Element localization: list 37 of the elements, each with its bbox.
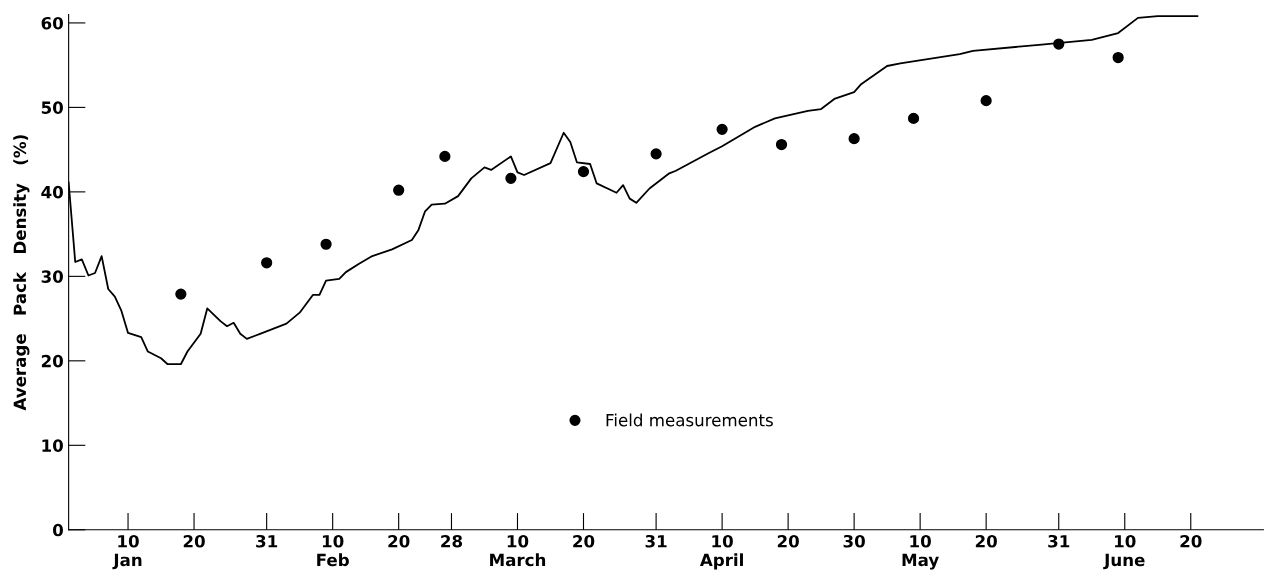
- x-tick-label: 10 Feb: [317, 534, 349, 567]
- x-tick-label: 28: [441, 534, 463, 548]
- x-tick-label: 30: [843, 534, 865, 548]
- point: [1053, 38, 1065, 50]
- x-tick-label: 10 May: [902, 534, 939, 570]
- x-tick-label: 20: [388, 534, 410, 548]
- point: [848, 133, 860, 145]
- x-tick-label: 20: [183, 534, 205, 548]
- y-tick-label: 60: [41, 16, 63, 30]
- point: [261, 257, 273, 269]
- y-tick-label: 20: [41, 354, 63, 368]
- x-tick-label: 10 June: [1103, 534, 1145, 570]
- point: [1112, 51, 1124, 64]
- point: [907, 112, 920, 124]
- x-tick-label: 20: [777, 534, 799, 548]
- x-tick-label: 31: [256, 534, 278, 548]
- x-tick-label: 31: [1048, 534, 1070, 548]
- x-tick-label: 10 April: [699, 534, 743, 570]
- y-tick-label: 50: [41, 101, 63, 114]
- x-tick-label: 10 Jan: [112, 534, 142, 570]
- y-tick-label: 40: [41, 185, 63, 199]
- x-tick-label: 20: [573, 534, 595, 548]
- point: [439, 150, 451, 163]
- legend-label: Field measurements: [606, 413, 773, 427]
- x-tick-label: 10 March: [490, 534, 546, 567]
- point: [320, 238, 332, 250]
- y-axis-title: Average Pack Density (%): [13, 135, 30, 411]
- x-tick-label: 20: [975, 534, 997, 548]
- point: [775, 138, 788, 151]
- x-tick-label: 31: [645, 534, 667, 548]
- y-tick-label: 0: [52, 523, 63, 537]
- x-tick-label: 20: [1180, 534, 1202, 548]
- point: [175, 288, 187, 300]
- point: [393, 184, 405, 196]
- point: [980, 95, 992, 107]
- y-tick-label: 10: [42, 439, 63, 452]
- y-tick-label: 30: [41, 270, 63, 283]
